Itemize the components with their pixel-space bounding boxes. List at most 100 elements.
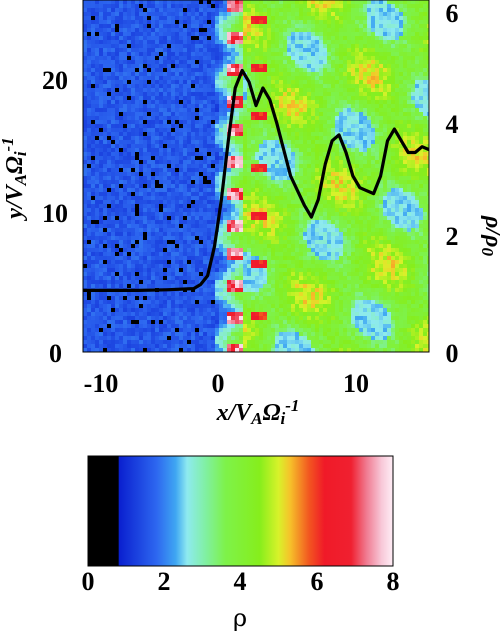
heatmap-cell (363, 64, 368, 69)
heatmap-cell (103, 52, 108, 57)
heatmap-cell (191, 132, 196, 137)
heatmap-cell (299, 192, 304, 197)
heatmap-cell (335, 124, 340, 129)
heatmap-cell (159, 116, 164, 121)
heatmap-cell (347, 140, 352, 145)
heatmap-cell (119, 192, 124, 197)
heatmap-cell (99, 100, 104, 105)
heatmap-cell (91, 120, 96, 125)
heatmap-cell (131, 76, 136, 81)
heatmap-cell (111, 24, 116, 29)
heatmap-cell (211, 72, 216, 77)
heatmap-cell (147, 132, 152, 137)
heatmap-cell (343, 168, 348, 173)
heatmap-cell (159, 40, 164, 45)
heatmap-cell (167, 4, 172, 9)
heatmap-cell (215, 40, 220, 45)
heatmap-cell (355, 40, 360, 45)
heatmap-cell (207, 88, 212, 93)
heatmap-cell (127, 200, 132, 205)
heatmap-cell (295, 196, 300, 201)
heatmap-cell (223, 112, 228, 117)
heatmap-cell (403, 188, 408, 193)
heatmap-cell (211, 220, 216, 225)
heatmap-cell (251, 144, 256, 149)
heatmap-cell (143, 68, 148, 73)
heatmap-cell (423, 132, 428, 137)
heatmap-cell (363, 8, 368, 13)
heatmap-cell (239, 176, 244, 181)
heatmap-cell (331, 176, 336, 181)
heatmap-cell (407, 132, 412, 137)
heatmap-cell (87, 0, 92, 5)
heatmap-cell (255, 172, 260, 177)
heatmap-cell (119, 124, 124, 129)
heatmap-cell (331, 28, 336, 33)
heatmap-cell (311, 108, 316, 113)
heatmap-cell (91, 200, 96, 205)
heatmap-cell (247, 12, 252, 17)
heatmap-cell (271, 184, 276, 189)
heatmap-cell (115, 24, 120, 29)
heatmap-cell (315, 48, 320, 53)
heatmap-cell (383, 160, 388, 165)
heatmap-cell (195, 12, 200, 17)
heatmap-cell (219, 184, 224, 189)
heatmap-cell (359, 136, 364, 141)
heatmap-cell (147, 192, 152, 197)
heatmap-cell (423, 88, 428, 93)
heatmap-cell (343, 28, 348, 33)
heatmap-cell (87, 80, 92, 85)
heatmap-cell (183, 72, 188, 77)
heatmap-cell (235, 72, 240, 77)
heatmap-cell (263, 12, 268, 17)
heatmap-cell (135, 44, 140, 49)
heatmap-cell (199, 112, 204, 117)
heatmap-cell (311, 120, 316, 125)
heatmap-cell (107, 24, 112, 29)
heatmap-cell (295, 216, 300, 221)
heatmap-cell (211, 56, 216, 61)
heatmap-cell (243, 148, 248, 153)
heatmap-cell (407, 64, 412, 69)
heatmap-cell (291, 36, 296, 41)
heatmap-cell (335, 32, 340, 37)
heatmap-cell (83, 164, 88, 169)
heatmap-cell (303, 140, 308, 145)
heatmap-cell (183, 128, 188, 133)
heatmap-cell (251, 124, 256, 129)
heatmap-cell (263, 36, 268, 41)
heatmap-cell (367, 172, 372, 177)
heatmap-cell (351, 0, 356, 5)
heatmap-cell (159, 188, 164, 193)
heatmap-cell (327, 104, 332, 109)
heatmap-cell (123, 96, 128, 101)
heatmap-cell (171, 168, 176, 173)
heatmap-cell (315, 44, 320, 49)
heatmap-cell (283, 8, 288, 13)
heatmap-cell (287, 68, 292, 73)
heatmap-cell (167, 156, 172, 161)
heatmap-cell (371, 168, 376, 173)
heatmap-cell (367, 220, 372, 225)
heatmap-cell (387, 108, 392, 113)
heatmap-cell (211, 40, 216, 45)
heatmap-cell (203, 24, 208, 29)
heatmap-cell (251, 52, 256, 57)
heatmap-cell (343, 48, 348, 53)
heatmap-cell (159, 16, 164, 21)
heatmap-cell (127, 132, 132, 137)
heatmap-cell (343, 36, 348, 41)
heatmap-cell (235, 40, 240, 45)
heatmap-cell (379, 188, 384, 193)
heatmap-cell (107, 176, 112, 181)
heatmap-cell (187, 156, 192, 161)
heatmap-cell (111, 180, 116, 185)
heatmap-cell (211, 76, 216, 81)
heatmap-cell (191, 4, 196, 9)
heatmap-cell (259, 108, 264, 113)
heatmap-cell (207, 152, 212, 157)
heatmap-cell (211, 216, 216, 221)
heatmap-cell (167, 168, 172, 173)
heatmap-cell (407, 172, 412, 177)
